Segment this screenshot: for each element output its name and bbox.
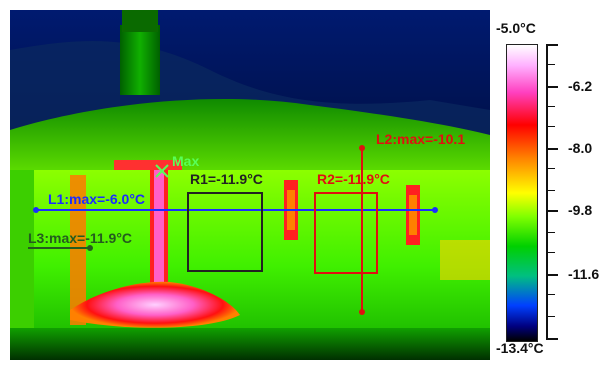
warm-patch-right — [440, 240, 490, 280]
line-l1-label: L1:max=-6.0°C — [48, 191, 145, 207]
hot-pipe-core — [154, 170, 164, 295]
thermal-image[interactable]: Max L1:max=-6.0°C L3:max=-11.9°C L2:ma — [10, 10, 490, 360]
scale-label-1: -6.2 — [568, 79, 592, 93]
max-label: Max — [172, 153, 199, 169]
region-r2-label: R2=-11.9°C — [317, 171, 390, 187]
hot-pipe-right-2-core — [409, 195, 417, 235]
line-l2-label: L2:max=-10.1 — [376, 131, 465, 147]
scale-min-label: -13.4°C — [496, 340, 544, 356]
scale-label-2: -8.0 — [568, 141, 592, 155]
region-r1-label: R1=-11.9°C — [190, 171, 263, 187]
thermal-image-canvas: Max L1:max=-6.0°C L3:max=-11.9°C L2:ma — [10, 10, 490, 360]
scale-label-3: -9.8 — [568, 203, 592, 217]
wall-left-edge — [10, 170, 34, 330]
scale-label-4: -11.6 — [568, 267, 599, 281]
scale-ticks — [546, 44, 556, 340]
line-l3-label: L3:max=-11.9°C — [28, 230, 132, 246]
scale-max-label: -5.0°C — [496, 20, 536, 36]
chimney — [120, 25, 160, 95]
chimney-top — [122, 10, 158, 32]
scale-color-bar — [506, 44, 538, 342]
ground — [10, 328, 490, 360]
temperature-scale: -5.0°C -6.2 -8.0 -9.8 -11.6 -13.4°C — [496, 10, 608, 360]
